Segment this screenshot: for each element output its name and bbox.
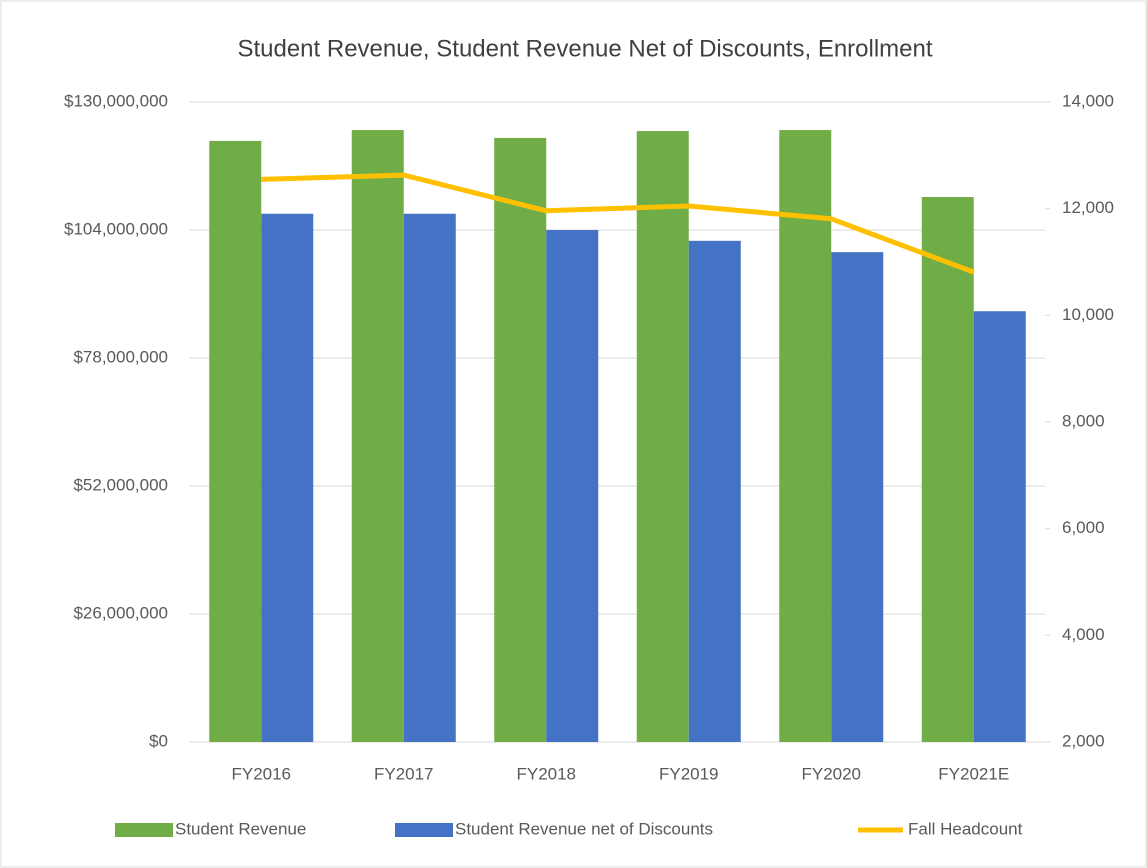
bar: [779, 130, 832, 743]
y2-tick-label: 4,000: [1062, 625, 1105, 644]
legend-swatch: [115, 823, 173, 837]
y2-tick-label: 10,000: [1062, 305, 1114, 324]
y-tick-label: $0: [149, 731, 168, 750]
bar: [688, 240, 741, 743]
x-tick-label: FY2018: [516, 764, 576, 783]
bar: [351, 130, 404, 743]
y-tick-label: $130,000,000: [64, 91, 168, 110]
line: [261, 172, 975, 275]
y2-tick-label: 2,000: [1062, 731, 1105, 750]
bar: [546, 230, 599, 742]
y2-tick-label: 12,000: [1062, 198, 1114, 217]
bar: [494, 137, 547, 742]
y-tick-label: $104,000,000: [64, 219, 168, 238]
bar: [973, 311, 1026, 742]
y2-tick-label: 14,000: [1062, 91, 1114, 110]
bar: [403, 213, 456, 742]
y-tick-label: $26,000,000: [73, 603, 168, 622]
x-tick-label: FY2019: [659, 764, 719, 783]
bar: [921, 197, 974, 742]
legend-label: Student Revenue: [175, 819, 306, 838]
x-tick-label: FY2017: [374, 764, 434, 783]
y2-tick-label: 8,000: [1062, 411, 1105, 430]
y-tick-label: $78,000,000: [73, 347, 168, 366]
x-tick-label: FY2020: [801, 764, 861, 783]
bar: [636, 131, 689, 743]
bar: [831, 252, 884, 742]
y2-tick-label: 6,000: [1062, 518, 1105, 537]
x-tick-label: FY2016: [231, 764, 291, 783]
legend-label: Student Revenue net of Discounts: [455, 819, 713, 838]
legend-label: Fall Headcount: [908, 819, 1023, 838]
legend-swatch: [395, 823, 453, 837]
bar: [261, 213, 314, 742]
chart-title: Student Revenue, Student Revenue Net of …: [237, 35, 932, 62]
bar: [209, 140, 262, 742]
y-tick-label: $52,000,000: [73, 475, 168, 494]
x-tick-label: FY2021E: [938, 764, 1009, 783]
